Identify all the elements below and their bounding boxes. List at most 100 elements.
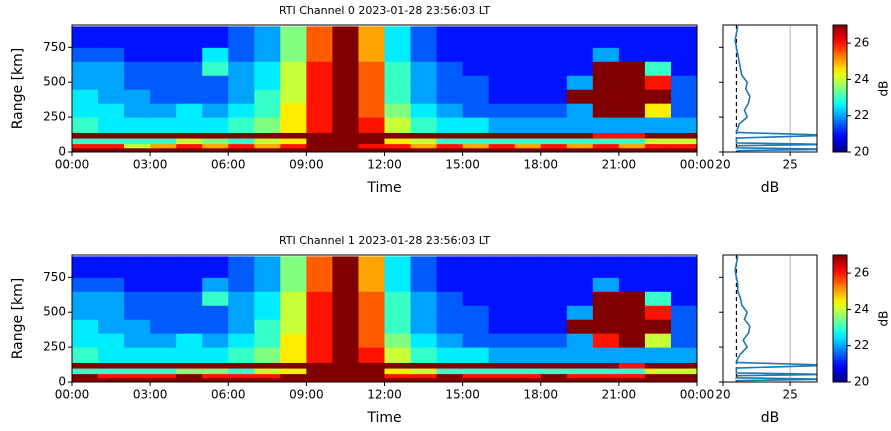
heat-cell <box>176 377 203 383</box>
heat-cell <box>644 305 672 320</box>
heat-cell <box>436 368 464 375</box>
heat-cell <box>540 132 568 139</box>
heat-cell <box>514 147 542 153</box>
heat-cell <box>488 347 516 363</box>
heat-cell <box>254 362 281 369</box>
colorbar-tick-label: 20 <box>854 145 869 159</box>
heat-cell <box>618 143 646 149</box>
heat-cell <box>410 305 438 320</box>
heat-cell <box>566 319 594 334</box>
heat-cell <box>592 117 620 133</box>
heat-cell <box>72 373 99 379</box>
heat-cell <box>592 147 620 153</box>
heat-cell <box>566 132 594 139</box>
heat-cell <box>488 75 516 90</box>
heat-cell <box>72 377 99 383</box>
heat-cell <box>670 373 698 379</box>
heat-cell <box>566 147 594 153</box>
heat-cell <box>228 319 255 334</box>
heat-cell <box>176 305 203 320</box>
heat-cell <box>72 61 99 76</box>
heat-cell <box>280 47 307 62</box>
heat-cell <box>670 143 698 149</box>
heat-cell <box>332 117 359 133</box>
heat-cell <box>462 132 490 139</box>
heat-cell <box>514 362 542 369</box>
heat-cell <box>540 362 568 369</box>
heat-cell <box>176 61 203 76</box>
heat-cell <box>592 26 620 48</box>
heat-cell <box>488 103 516 118</box>
heat-cell <box>540 377 568 383</box>
heat-cell <box>176 362 203 369</box>
heat-cell <box>124 333 151 348</box>
heat-cell <box>254 138 281 145</box>
y-tick-label: 500 <box>43 305 66 319</box>
heat-cell <box>358 147 385 153</box>
heat-cell <box>124 103 151 118</box>
heat-cell <box>644 138 672 145</box>
x-tick-label: 25 <box>783 388 798 402</box>
heat-cell <box>72 291 99 306</box>
heat-cell <box>670 277 698 292</box>
heat-cell <box>124 319 151 334</box>
heat-cell <box>514 368 542 375</box>
heat-cell <box>644 89 672 104</box>
heat-cell <box>176 368 203 375</box>
heat-cell <box>384 347 412 363</box>
heat-cell <box>566 61 594 76</box>
x-axis-label: dB <box>761 410 780 426</box>
heat-cell <box>98 89 125 104</box>
heat-cell <box>72 147 99 153</box>
heat-cell <box>644 143 672 149</box>
heat-cell <box>618 75 646 90</box>
heat-cell <box>462 147 490 153</box>
heat-cell <box>202 333 229 348</box>
heat-cell <box>358 291 385 306</box>
heat-cell <box>176 89 203 104</box>
y-tick-label: 0 <box>58 375 66 389</box>
heat-cell <box>384 291 412 306</box>
heat-cell <box>98 61 125 76</box>
heat-cell <box>150 319 177 334</box>
heat-cell <box>124 143 151 149</box>
heat-cell <box>540 256 568 278</box>
heat-cell <box>306 377 333 383</box>
heat-cell <box>592 75 620 90</box>
x-tick-label: 03:00 <box>133 388 168 402</box>
heat-cell <box>332 256 359 278</box>
heat-cell <box>670 147 698 153</box>
heat-cell <box>124 277 151 292</box>
heat-cell <box>228 89 255 104</box>
heat-cell <box>150 61 177 76</box>
heat-cell <box>124 256 151 278</box>
heat-cell <box>514 305 542 320</box>
heat-cell <box>540 89 568 104</box>
heat-cell <box>254 89 281 104</box>
heat-cell <box>72 89 99 104</box>
heat-cell <box>124 89 151 104</box>
heat-cell <box>254 256 281 278</box>
heat-cell <box>72 362 99 369</box>
heat-cell <box>436 305 464 320</box>
heat-cell <box>592 305 620 320</box>
heat-cell <box>462 47 490 62</box>
heat-cell <box>410 132 438 139</box>
heat-cell <box>436 103 464 118</box>
heat-cell <box>176 47 203 62</box>
heat-cell <box>150 347 177 363</box>
heat-cell <box>488 368 516 375</box>
x-tick-label: 20 <box>715 158 730 172</box>
heat-cell <box>280 61 307 76</box>
heat-cell <box>176 277 203 292</box>
heat-cell <box>618 103 646 118</box>
heat-cell <box>202 305 229 320</box>
heat-cell <box>644 61 672 76</box>
y-tick-label: 250 <box>43 340 66 354</box>
heat-cell <box>332 138 359 145</box>
heat-cell <box>514 291 542 306</box>
heat-cell <box>566 26 594 48</box>
heat-cell <box>592 143 620 149</box>
heat-cell <box>410 256 438 278</box>
heat-cell <box>150 305 177 320</box>
